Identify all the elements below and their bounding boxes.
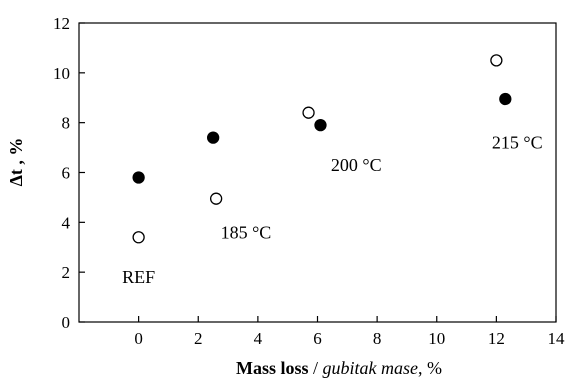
y-axis-label: Δt , % bbox=[6, 138, 26, 187]
x-tick-label: 6 bbox=[313, 329, 322, 348]
open-data-point bbox=[132, 231, 145, 244]
x-tick-label: 2 bbox=[194, 329, 203, 348]
open-data-point bbox=[209, 192, 223, 205]
x-tick-label: 12 bbox=[488, 329, 505, 348]
filled-data-point bbox=[314, 119, 327, 132]
y-tick-label: 0 bbox=[62, 313, 71, 332]
filled-data-point bbox=[207, 131, 220, 144]
annotations: REF 185 °C 200 °C 215 °C bbox=[122, 133, 542, 288]
data-points bbox=[132, 54, 512, 244]
axis-ticks: 0 2 4 6 8 10 12 0 2 4 6 8 10 12 14 bbox=[53, 14, 565, 348]
point-annotation: 200 °C bbox=[331, 155, 382, 175]
x-axis-label-suffix: , % bbox=[418, 358, 442, 378]
open-data-point bbox=[302, 106, 315, 119]
x-tick-label: 0 bbox=[134, 329, 143, 348]
y-tick-label: 10 bbox=[53, 64, 70, 83]
y-tick-label: 12 bbox=[53, 14, 70, 33]
x-axis-label-main: Mass loss bbox=[236, 358, 309, 378]
y-tick-label: 4 bbox=[62, 213, 71, 232]
x-tick-label: 14 bbox=[548, 329, 566, 348]
point-annotation: REF bbox=[122, 267, 155, 287]
open-data-point bbox=[490, 54, 503, 67]
y-tick-label: 8 bbox=[62, 114, 71, 133]
x-axis-label-italic: gubitak mase bbox=[323, 358, 418, 378]
x-tick-label: 10 bbox=[428, 329, 445, 348]
point-annotation: 215 °C bbox=[492, 133, 543, 153]
filled-data-point bbox=[499, 92, 512, 106]
point-annotation: 185 °C bbox=[221, 222, 272, 242]
x-tick-label: 4 bbox=[254, 329, 263, 348]
x-tick-label: 8 bbox=[373, 329, 382, 348]
y-tick-label: 6 bbox=[62, 164, 71, 183]
x-axis-label: Mass loss / gubitak mase, % bbox=[236, 358, 442, 378]
x-axis-label-sep: / bbox=[309, 358, 323, 378]
filled-data-point bbox=[132, 171, 145, 184]
y-tick-label: 2 bbox=[62, 263, 71, 282]
